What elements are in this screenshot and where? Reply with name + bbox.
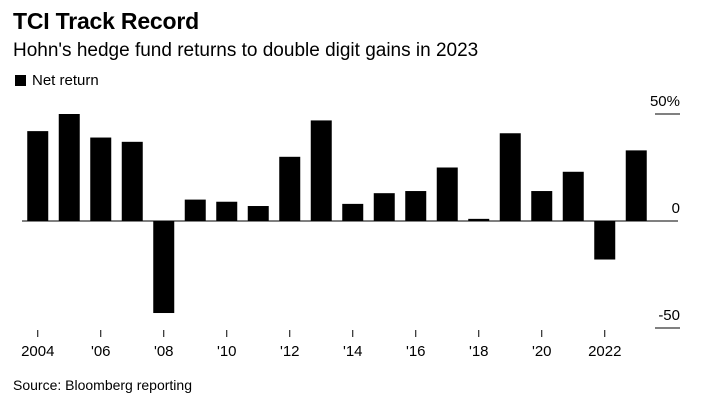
bar-2019 bbox=[499, 133, 521, 221]
x-tick-label: '08 bbox=[154, 343, 174, 360]
x-tick-label: '12 bbox=[280, 343, 300, 360]
bar-2020 bbox=[531, 191, 553, 221]
x-tick-label: 2022 bbox=[588, 343, 621, 360]
bar-2023 bbox=[625, 150, 647, 221]
chart-subtitle: Hohn's hedge fund returns to double digi… bbox=[13, 40, 479, 61]
bar-2005 bbox=[58, 114, 80, 221]
bar-2010 bbox=[216, 201, 238, 221]
x-tick-label: '06 bbox=[91, 343, 111, 360]
y-tick-label: -50 bbox=[658, 307, 680, 324]
bar-2012 bbox=[279, 156, 301, 221]
bar-2022 bbox=[594, 221, 616, 260]
x-tick-label: 2004 bbox=[21, 343, 54, 360]
bar-2016 bbox=[405, 191, 427, 221]
x-tick-label: '18 bbox=[469, 343, 489, 360]
bar-2011 bbox=[247, 206, 269, 221]
legend-swatch bbox=[15, 75, 26, 86]
bar-2009 bbox=[184, 199, 206, 221]
x-tick-label: '16 bbox=[406, 343, 426, 360]
x-tick-label: '20 bbox=[532, 343, 552, 360]
bar-2017 bbox=[436, 167, 458, 221]
legend: Net return bbox=[15, 72, 99, 89]
x-tick-label: '14 bbox=[343, 343, 363, 360]
bar-2018 bbox=[468, 218, 490, 221]
y-tick-label: 50% bbox=[650, 93, 680, 110]
bar-2014 bbox=[342, 203, 364, 221]
bar-2008 bbox=[153, 221, 175, 314]
chart-title: TCI Track Record bbox=[13, 8, 199, 34]
bar-2007 bbox=[121, 141, 143, 221]
bar-2013 bbox=[310, 120, 332, 221]
source-note: Source: Bloomberg reporting bbox=[13, 377, 192, 393]
bar-2006 bbox=[90, 137, 112, 221]
legend-label: Net return bbox=[32, 72, 99, 89]
bar-2015 bbox=[373, 193, 395, 221]
y-tick-label: 0 bbox=[672, 200, 680, 217]
x-tick-label: '10 bbox=[217, 343, 237, 360]
bar-2021 bbox=[562, 171, 584, 221]
bar-2004 bbox=[27, 131, 49, 221]
